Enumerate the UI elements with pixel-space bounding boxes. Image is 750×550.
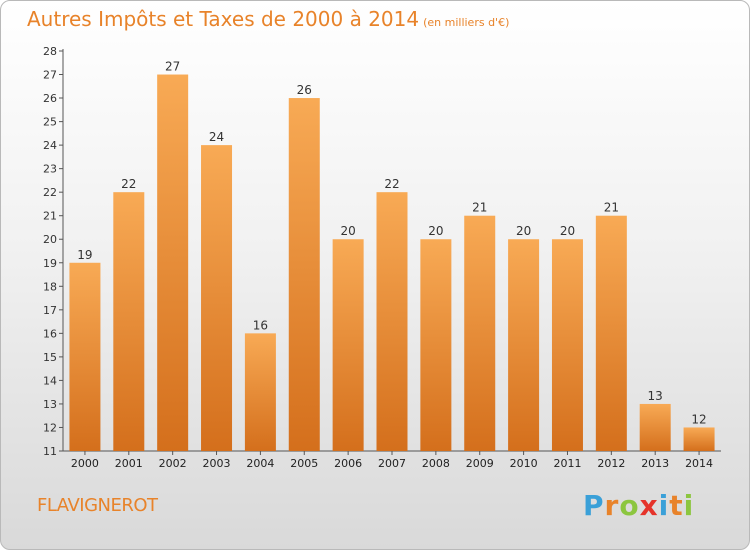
y-tick-label: 15 xyxy=(43,351,57,364)
chart-subtitle: (en milliers d'€) xyxy=(423,16,510,29)
value-label: 20 xyxy=(560,224,575,238)
logo-letter: r xyxy=(604,489,620,522)
bar xyxy=(639,403,671,451)
value-label: 16 xyxy=(253,318,268,332)
value-label: 21 xyxy=(472,201,487,215)
x-tick-label: 2011 xyxy=(553,457,581,470)
y-tick-label: 20 xyxy=(43,233,57,246)
value-label: 20 xyxy=(340,224,355,238)
y-tick-label: 17 xyxy=(43,304,57,317)
value-labels: 19 22 27 24 16 26 20 22 20 21 20 20 21 13 12 xyxy=(77,60,706,427)
y-tick-label: 28 xyxy=(43,45,57,58)
y-tick-label: 25 xyxy=(43,116,57,129)
y-tick-label: 26 xyxy=(43,92,57,105)
y-tick-label: 18 xyxy=(43,280,57,293)
value-label: 12 xyxy=(691,412,706,426)
y-tick-label: 27 xyxy=(43,69,57,82)
x-tick-label: 2014 xyxy=(685,457,713,470)
value-label: 19 xyxy=(77,248,92,262)
bar xyxy=(69,262,101,451)
bar xyxy=(376,192,408,452)
x-tick-label: 2003 xyxy=(203,457,231,470)
y-tick-label: 11 xyxy=(43,445,57,458)
value-label: 21 xyxy=(604,201,619,215)
bar xyxy=(288,98,320,451)
chart-title-text: Autres Impôts et Taxes de 2000 à 2014 xyxy=(27,7,420,31)
bar xyxy=(595,215,627,451)
logo-letter: i xyxy=(683,489,695,522)
x-tick-label: 2002 xyxy=(159,457,187,470)
bar xyxy=(683,427,715,451)
y-tick-label: 22 xyxy=(43,186,57,199)
y-tick-label: 13 xyxy=(43,398,57,411)
value-label: 13 xyxy=(648,389,663,403)
y-tick-label: 16 xyxy=(43,327,57,340)
logo-letter: o xyxy=(619,489,640,522)
y-tick-label: 14 xyxy=(43,374,57,387)
x-tick-label: 2007 xyxy=(378,457,406,470)
x-tick-label: 2004 xyxy=(246,457,274,470)
value-label: 24 xyxy=(209,130,224,144)
value-label: 22 xyxy=(384,177,399,191)
bar xyxy=(420,239,452,451)
x-tick-label: 2008 xyxy=(422,457,450,470)
logo-letter: P xyxy=(583,489,605,522)
value-label: 20 xyxy=(428,224,443,238)
bar xyxy=(201,145,233,451)
y-tick-label: 23 xyxy=(43,163,57,176)
y-tick-label: 24 xyxy=(43,139,57,152)
x-tick-label: 2010 xyxy=(510,457,538,470)
x-tick-label: 2006 xyxy=(334,457,362,470)
value-label: 26 xyxy=(297,83,312,97)
x-tick-label: 2009 xyxy=(466,457,494,470)
bar xyxy=(551,239,583,451)
bar xyxy=(332,239,364,451)
chart-title: Autres Impôts et Taxes de 2000 à 2014 (en… xyxy=(27,7,509,31)
y-tick-label: 19 xyxy=(43,257,57,270)
value-label: 22 xyxy=(121,177,136,191)
x-tick-label: 2013 xyxy=(641,457,669,470)
proxiti-logo[interactable]: Proxiti xyxy=(583,489,694,522)
bar xyxy=(464,215,496,451)
y-tick-label: 12 xyxy=(43,421,57,434)
bar xyxy=(244,333,276,451)
commune-name: FLAVIGNEROT xyxy=(37,495,158,516)
x-tick-label: 2000 xyxy=(71,457,99,470)
y-tick-label: 21 xyxy=(43,210,57,223)
bar xyxy=(113,192,145,452)
logo-letter: i xyxy=(658,489,670,522)
x-tick-label: 2012 xyxy=(597,457,625,470)
bars xyxy=(69,74,715,452)
x-tick-label: 2001 xyxy=(115,457,143,470)
bar xyxy=(157,74,189,451)
logo-letter: x xyxy=(639,489,659,522)
logo-letter: t xyxy=(669,489,684,522)
x-tick-label: 2005 xyxy=(290,457,318,470)
value-label: 20 xyxy=(516,224,531,238)
bar xyxy=(508,239,540,451)
value-label: 27 xyxy=(165,60,180,74)
axes: 11 12 13 14 15 16 17 18 19 20 21 22 23 24 25 26 27 28 2000… xyxy=(43,45,721,470)
